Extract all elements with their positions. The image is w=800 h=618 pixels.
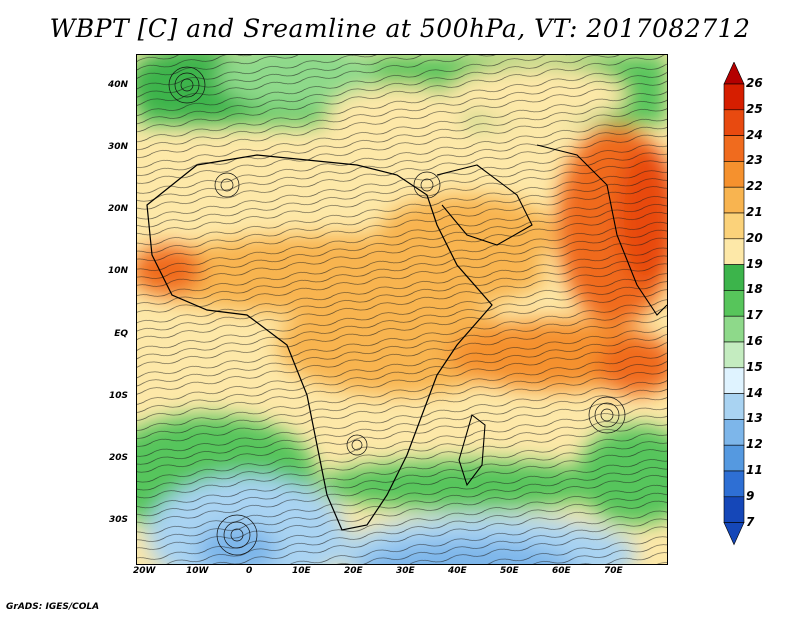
colorbar-tick-label: 18 [746,282,763,297]
colorbar-tick-label: 23 [746,153,763,168]
lat-label: 40N [107,80,128,90]
colorbar-swatch [723,186,745,214]
colorbar-tick-label: 16 [746,334,763,348]
lat-label: 20N [107,204,128,214]
colorbar-tick-label: 20 [746,230,763,245]
lat-label: 10N [107,266,128,276]
streamline-vortices [168,66,626,556]
africa-coastline [146,154,493,531]
wbpt-field-map [137,55,667,564]
colorbar-tick-label: 9 [746,488,755,503]
madagascar-outline [458,414,486,487]
lat-label: 30N [107,142,128,152]
lon-label: 10W [186,566,209,576]
lon-label: 70E [604,566,623,576]
colorbar-tick-label: 22 [746,179,763,194]
lat-label: 10S [108,391,128,401]
colorbar-swatch [723,212,745,240]
colorbar-swatch [723,135,745,162]
colorbar-tick-label: 19 [746,256,763,271]
arabia-india-outline [436,144,667,316]
lon-label: 20E [344,566,363,576]
map-panel [136,54,668,565]
colorbar-swatch [723,290,745,317]
colorbar-top-arrow [723,62,745,85]
colorbar-swatch [723,315,745,343]
colorbar [723,62,745,546]
colorbar-tick-label: 25 [746,101,763,116]
colorbar-tick-label: 12 [746,437,763,452]
colorbar-tick-label: 26 [746,76,763,90]
colorbar-swatch [723,238,745,265]
lon-label: 30E [396,566,415,576]
colorbar-swatch [723,470,745,498]
lat-label: EQ [114,329,128,339]
colorbar-tick-label: 24 [746,127,763,142]
lon-label: 0 [246,566,253,576]
colorbar-tick-label: 21 [746,205,763,219]
grads-credit: GrADS: IGES/COLA [6,602,100,612]
colorbar-swatch [723,264,745,291]
colorbar-swatch [723,341,745,369]
lon-label: 50E [500,566,519,576]
colorbar-swatch [723,496,745,523]
lon-label: 20W [133,566,156,576]
colorbar-tick-label: 13 [746,411,763,426]
colorbar-swatch [723,161,745,188]
colorbar-swatch [723,109,745,136]
lon-label: 10E [292,566,311,576]
colorbar-swatch [723,393,745,420]
colorbar-tick-label: 17 [746,308,763,323]
colorbar-swatch [723,444,745,472]
streamlines [137,55,667,564]
map-title: WBPT [C] and Sreamline at 500hPa, VT: 20… [49,14,751,43]
lon-label: 40E [448,566,467,576]
colorbar-bottom-arrow [723,522,745,546]
lon-label: 60E [552,566,571,576]
colorbar-swatch [723,367,745,394]
colorbar-swatch [723,83,745,111]
colorbar-swatch [723,419,745,446]
colorbar-tick-label: 7 [746,514,755,529]
colorbar-tick-label: 14 [746,385,763,400]
colorbar-tick-label: 11 [746,463,763,477]
colorbar-tick-label: 15 [746,359,763,374]
lat-label: 20S [108,453,128,463]
lat-label: 30S [108,515,128,525]
